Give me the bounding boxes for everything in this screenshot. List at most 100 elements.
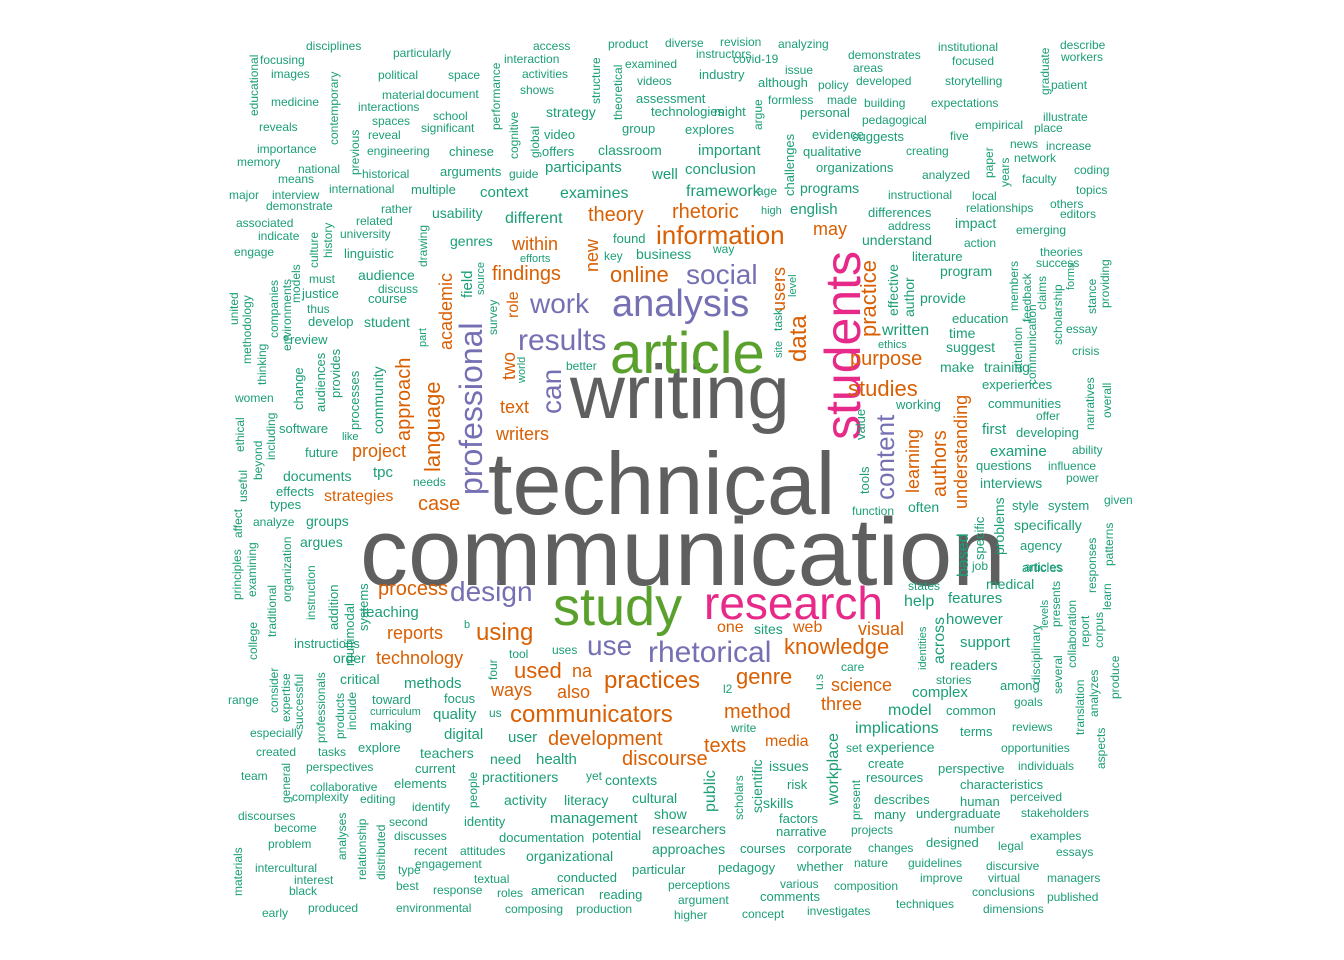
word-disciplines: disciplines bbox=[306, 39, 362, 53]
word-managers: managers bbox=[1047, 871, 1101, 885]
word-many: many bbox=[874, 807, 906, 822]
word-new: new bbox=[582, 238, 602, 272]
word-number: number bbox=[954, 822, 995, 836]
word-medical: medical bbox=[986, 576, 1035, 592]
word-first: first bbox=[982, 421, 1007, 438]
word-justice: justice bbox=[302, 286, 339, 301]
word-groups: groups bbox=[306, 513, 349, 529]
word-style: style bbox=[1012, 498, 1039, 513]
word-need: need bbox=[490, 751, 522, 767]
word-three: three bbox=[821, 694, 863, 714]
word-system: system bbox=[1048, 498, 1090, 513]
word-others: others bbox=[1050, 197, 1084, 211]
word-instructional: instructional bbox=[888, 188, 953, 202]
word-features: features bbox=[948, 590, 1003, 607]
word-previous: previous bbox=[348, 129, 362, 175]
word-questions: questions bbox=[976, 458, 1032, 473]
word-contemporary: contemporary bbox=[327, 71, 341, 145]
word-processes: processes bbox=[347, 370, 362, 430]
word-na: na bbox=[572, 661, 593, 681]
word-agency: agency bbox=[1020, 538, 1062, 553]
word-learning: learning bbox=[903, 428, 923, 493]
word-yet: yet bbox=[586, 769, 603, 783]
word-affect: affect bbox=[231, 508, 245, 538]
word-comments: comments bbox=[760, 889, 820, 904]
word-ethics: ethics bbox=[878, 339, 907, 351]
word-provide: provide bbox=[920, 290, 966, 306]
word-text: text bbox=[500, 397, 530, 417]
word-change: change bbox=[291, 367, 306, 410]
word-assessment: assessment bbox=[636, 91, 706, 106]
word-demonstrate: demonstrate bbox=[266, 199, 333, 213]
word-projects: projects bbox=[851, 823, 894, 837]
word-set: set bbox=[846, 741, 863, 755]
word-communicators: communicators bbox=[510, 701, 673, 728]
word-examines: examines bbox=[560, 185, 629, 202]
word-conclusion: conclusion bbox=[685, 161, 756, 178]
word-success: success bbox=[1036, 256, 1080, 270]
word-national: national bbox=[298, 162, 341, 176]
word-development: development bbox=[548, 728, 663, 750]
word-courses: courses bbox=[740, 841, 786, 856]
word-curriculum: curriculum bbox=[370, 706, 421, 718]
word-analyzes: analyzes bbox=[1087, 669, 1101, 717]
word-focused: focused bbox=[952, 54, 995, 68]
word-approach: approach bbox=[393, 357, 415, 441]
word-literature: literature bbox=[912, 249, 963, 264]
word-function: function bbox=[852, 504, 895, 518]
word-access: access bbox=[533, 39, 571, 53]
word-rhetorical: rhetorical bbox=[648, 636, 772, 669]
word-although: although bbox=[758, 75, 808, 90]
word-problems: problems bbox=[991, 497, 1007, 555]
word-coding: coding bbox=[1074, 163, 1110, 177]
word-local: local bbox=[972, 189, 997, 203]
word-differences: differences bbox=[868, 205, 932, 220]
word-document: document bbox=[426, 87, 479, 101]
word-care: care bbox=[841, 660, 865, 674]
word-performance: performance bbox=[489, 62, 503, 130]
word-offers: offers bbox=[542, 144, 575, 159]
word-useful: useful bbox=[236, 469, 250, 502]
word-illustrate: illustrate bbox=[1043, 110, 1088, 124]
word-used: used bbox=[514, 658, 562, 683]
word-experiences: experiences bbox=[982, 377, 1053, 392]
word-show: show bbox=[654, 806, 687, 822]
word-like: like bbox=[342, 431, 359, 443]
word-educational: educational bbox=[247, 54, 261, 116]
word-articles: articles bbox=[1024, 560, 1063, 574]
word-interview: interview bbox=[272, 188, 320, 202]
word-discourse: discourse bbox=[622, 748, 708, 770]
word-community: community bbox=[370, 366, 386, 434]
word-team: team bbox=[241, 769, 268, 783]
word-overall: overall bbox=[1100, 382, 1114, 418]
word-engineering: engineering bbox=[367, 144, 430, 158]
word-reports: reports bbox=[387, 623, 444, 643]
word-paper: paper bbox=[982, 147, 996, 178]
word-using: using bbox=[476, 619, 534, 646]
word-international: international bbox=[329, 182, 395, 196]
word-indicate: indicate bbox=[258, 229, 300, 243]
word-including: including bbox=[264, 412, 278, 460]
word-examined: examined bbox=[625, 57, 678, 71]
word-often: often bbox=[908, 499, 940, 515]
word-states: states bbox=[908, 579, 941, 593]
word-l2: l2 bbox=[723, 682, 733, 696]
word-current: current bbox=[415, 761, 456, 776]
word-investigates: investigates bbox=[807, 904, 871, 918]
word-disciplinary: disciplinary bbox=[1029, 624, 1043, 684]
word-role: role bbox=[505, 291, 522, 318]
word-multimodal: multimodal bbox=[342, 603, 357, 666]
word-scholars: scholars bbox=[732, 775, 746, 820]
word-users: users bbox=[769, 266, 789, 311]
word-purpose: purpose bbox=[850, 348, 923, 370]
word-interest: interest bbox=[294, 873, 334, 887]
word-method: method bbox=[724, 701, 791, 723]
word-project: project bbox=[352, 441, 407, 461]
word-elements: elements bbox=[394, 776, 447, 791]
word-article: article bbox=[610, 321, 765, 386]
word-order: order bbox=[333, 650, 366, 666]
word-building: building bbox=[864, 96, 906, 110]
word-framework: framework bbox=[686, 183, 761, 200]
word-significant: significant bbox=[421, 121, 475, 135]
word-working: working bbox=[896, 397, 941, 412]
